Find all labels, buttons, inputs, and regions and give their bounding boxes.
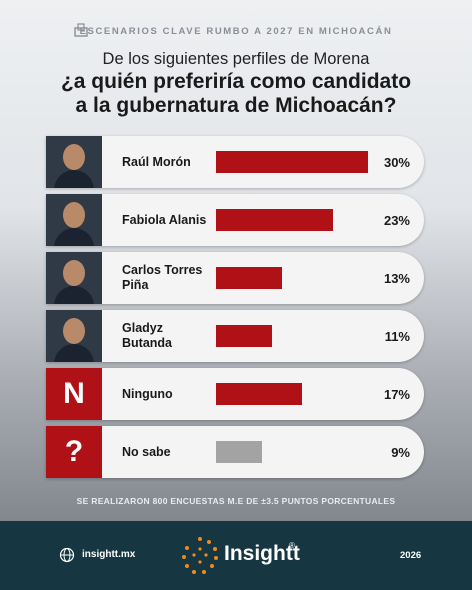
photo: [46, 252, 102, 304]
photo: [46, 194, 102, 246]
title: ¿a quién preferiría como candidato a la …: [60, 70, 412, 117]
photo: [46, 136, 102, 188]
logo-mark: [182, 537, 218, 574]
subtitle: De los siguientes perfiles de Morena: [102, 50, 370, 68]
category-label: Ninguno: [122, 386, 173, 401]
bar: [216, 151, 369, 173]
bar: [216, 325, 272, 347]
category-label: Fabiola Alanis: [122, 212, 207, 227]
photo-head: [63, 260, 85, 286]
value-label: 9%: [391, 444, 410, 460]
value-label: 11%: [384, 328, 410, 344]
badge: N: [46, 368, 102, 420]
photo-body: [54, 170, 94, 188]
value-label: 23%: [383, 212, 410, 228]
photo: [46, 310, 102, 362]
bar: [216, 267, 282, 289]
row: ? No sabe 9%: [46, 426, 424, 478]
category-label: No sabe: [122, 444, 171, 459]
badge: ?: [46, 426, 102, 478]
bar: [216, 383, 303, 405]
category-label: Gladyz Butanda: [122, 321, 172, 350]
category-label: Raúl Morón: [122, 154, 191, 169]
value-label: 13%: [383, 270, 410, 286]
row: Fabiola Alanis 23%: [46, 194, 424, 246]
photo-body: [54, 344, 94, 362]
row: Raúl Morón 30%: [46, 136, 424, 188]
row: N Ninguno 17%: [46, 368, 424, 420]
footer: insightt.mx Insightt ® 2026: [0, 521, 472, 590]
row: Gladyz Butanda 11%: [46, 310, 424, 362]
photo-head: [63, 144, 85, 170]
kicker: ESCENARIOS CLAVE RUMBO A 2027 EN MICHOAC…: [79, 26, 393, 37]
brand: Insightt: [224, 542, 300, 565]
row: Carlos Torres Piña 13%: [46, 252, 424, 304]
photo-body: [54, 286, 94, 304]
photo-body: [54, 228, 94, 246]
photo-head: [63, 318, 85, 344]
photo-head: [63, 202, 85, 228]
category-label: Carlos Torres Piña: [122, 263, 203, 292]
value-label: 17%: [383, 386, 410, 402]
registered-mark: ®: [289, 541, 295, 550]
bar: [216, 441, 262, 463]
value-label: 30%: [383, 154, 410, 170]
globe-icon: [59, 547, 75, 563]
year: 2026: [400, 550, 422, 561]
bar: [216, 209, 333, 231]
website: insightt.mx: [82, 549, 136, 560]
methodology-note: SE REALIZARON 800 ENCUESTAS M.E DE ±3.5 …: [76, 496, 396, 506]
ballot-icon: [74, 23, 88, 37]
